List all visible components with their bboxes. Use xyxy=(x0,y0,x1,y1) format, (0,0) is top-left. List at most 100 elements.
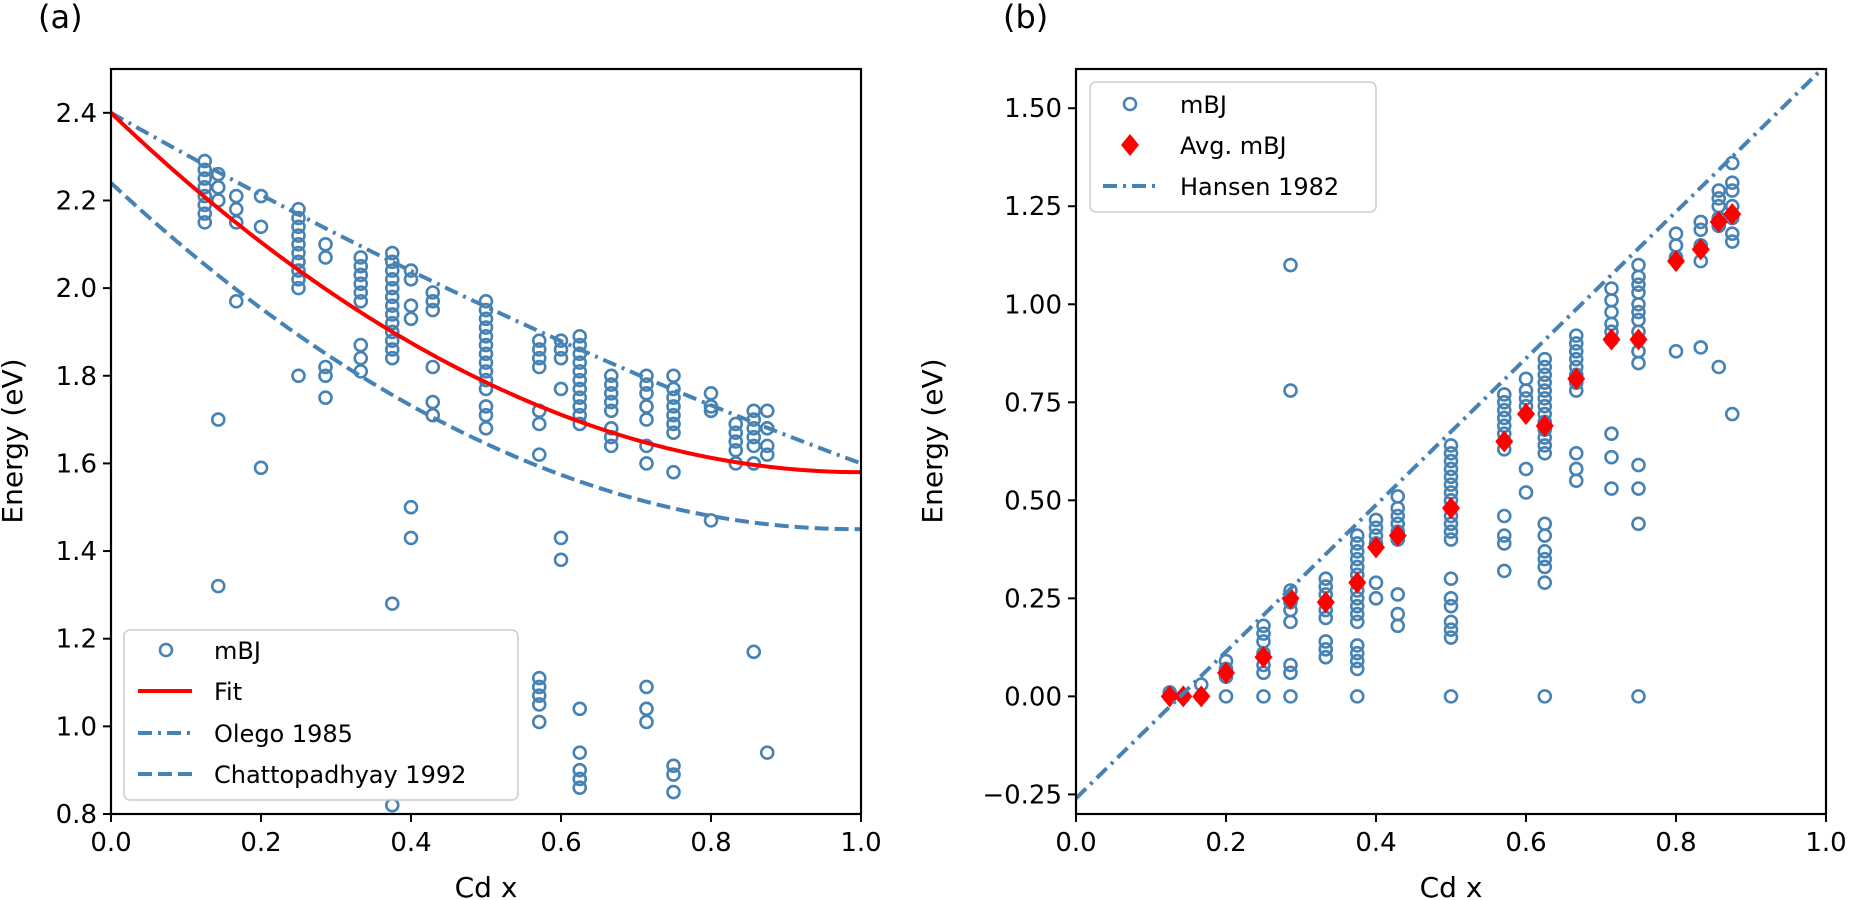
panel-a-mbj-point xyxy=(639,399,654,414)
panel-b-mbj-point xyxy=(1568,344,1584,359)
panel-a-y-tick-label: 1.6 xyxy=(56,449,97,479)
panel-b-mbj-point xyxy=(1349,653,1365,669)
panel-a-mbj-point xyxy=(746,403,762,419)
panel-a-mbj-point xyxy=(197,180,213,195)
panel-b-mbj-point xyxy=(1568,328,1584,343)
legend-label-mbj-b: mBJ xyxy=(1180,91,1227,119)
panel-b-mbj-point xyxy=(1256,634,1271,649)
panel-a-mbj-point xyxy=(531,447,547,462)
panel-a-mbj-point xyxy=(666,390,681,405)
panel-b-y-axis: −0.25 0.00 0.25 0.50 0.75 1.00 1.25 1.50 xyxy=(982,94,1076,810)
panel-b-mbj-point xyxy=(1631,296,1646,312)
panel-a-mbj-point xyxy=(746,429,762,445)
panel-a-mbj-point xyxy=(666,425,681,441)
panel-a-mbj-point xyxy=(384,254,400,270)
panel-a-y-tick-label: 2.4 xyxy=(56,99,97,129)
panel-a-mbj-point xyxy=(197,162,213,178)
panel-b-mbj-point xyxy=(1318,649,1334,665)
panel-b-mbj-point xyxy=(1443,532,1459,547)
panel-a-mbj-point xyxy=(666,407,681,423)
panel-b-mbj-point xyxy=(1537,689,1553,704)
panel-a-mbj-point xyxy=(639,679,654,695)
panel-a-mbj-point xyxy=(572,701,588,717)
panel-b-mbj-point xyxy=(1318,610,1334,626)
panel-b-mbj-point xyxy=(1631,277,1646,292)
panel-b-mbj-point xyxy=(1283,257,1298,273)
panel-a-mbj-point xyxy=(353,350,369,366)
panel-b-mbj-point xyxy=(1496,563,1512,579)
panel-b-mbj-point xyxy=(1349,551,1365,567)
legend-label-olego: Olego 1985 xyxy=(214,720,353,748)
panel-a-mbj-point xyxy=(291,219,306,235)
panel-a-mbj-point xyxy=(478,355,494,370)
panel-a-mbj-point xyxy=(478,337,494,353)
panel-b-mbj-point xyxy=(1256,618,1271,634)
panel-a-mbj-point xyxy=(384,272,400,287)
panel-a-mbj-point xyxy=(746,644,762,660)
panel-b-y-tick-label: −0.25 xyxy=(982,780,1062,810)
panel-a-mbj-point xyxy=(603,377,619,392)
panel-b-avg-mbj-point xyxy=(1691,238,1710,261)
panel-a-mbj-point xyxy=(666,784,681,800)
panel-a-mbj-point xyxy=(572,390,588,405)
panel-a-mbj-point xyxy=(318,390,333,405)
panel-b-avg-mbj-point xyxy=(1709,210,1728,233)
panel-b-mbj-point xyxy=(1724,406,1740,422)
panel-a-mbj-point xyxy=(639,714,654,730)
panel-a-y-tick-label: 0.8 xyxy=(56,800,97,830)
panel-b-mbj-point xyxy=(1631,355,1646,371)
panel-a-fit-curve xyxy=(111,111,861,475)
panel-a-mbj-point xyxy=(572,762,588,778)
panel-b-y-tick-label: 1.00 xyxy=(1004,290,1062,320)
panel-b-mbj-point xyxy=(1568,461,1584,477)
panel-a-mbj-point xyxy=(603,438,619,454)
panel-b-legend: mBJ Avg. mBJ Hansen 1982 xyxy=(1089,81,1377,213)
panel-b-mbj-point xyxy=(1349,536,1365,551)
panel-b-mbj-point xyxy=(1537,551,1553,567)
panel-a-x-tick-label: 0.8 xyxy=(690,828,731,858)
panel-a-mbj-point xyxy=(384,298,400,313)
panel-a-x-tick-label: 0.6 xyxy=(540,828,581,858)
panel-a-mbj-point xyxy=(531,670,547,686)
panel-b-mbj-point xyxy=(1256,626,1271,641)
panel-b-mbj-point xyxy=(1390,489,1406,504)
panel-b-mbj-point xyxy=(1368,575,1384,590)
panel-b-mbj-point xyxy=(1349,614,1365,630)
panel-b-y-tick-label: 0.75 xyxy=(1004,388,1062,418)
panel-a-mbj-point xyxy=(210,578,226,594)
panel-a-y-tick-label: 1.2 xyxy=(56,625,97,655)
panel-a-mbj-point xyxy=(478,329,494,344)
panel-a-mbj-point xyxy=(384,350,400,366)
panel-a-mbj-point xyxy=(353,285,369,300)
panel-a-y-axis: 0.8 1.0 1.2 1.4 1.6 1.8 2.0 2.2 2.4 xyxy=(56,99,111,830)
panel-a-y-tick-label: 2.0 xyxy=(56,274,97,304)
legend-marker-mbj-b xyxy=(1122,96,1138,112)
panel-b-mbj-point xyxy=(1537,559,1553,575)
panel-a-x-axis: 0.0 0.2 0.4 0.6 0.8 1.0 xyxy=(90,814,882,858)
panel-b-avg-mbj-point xyxy=(1348,571,1367,594)
panel-b-mbj-point xyxy=(1568,351,1584,367)
panel-b-y-tick-label: 1.25 xyxy=(1004,192,1062,222)
panel-b-mbj-point xyxy=(1568,336,1584,351)
panel-b-y-tick-label: 1.50 xyxy=(1004,94,1062,124)
panel-a-mbj-point xyxy=(746,421,762,436)
panel-a-mbj-point xyxy=(318,250,333,265)
panel-a-mbj-point xyxy=(291,228,306,243)
panel-b-mbj-point xyxy=(1668,344,1684,359)
panel-b-avg-mbj-point xyxy=(1602,328,1621,351)
panel-b-avg-mbj-point xyxy=(1192,685,1211,708)
panel-a-mbj-point xyxy=(531,697,547,712)
panel-b-mbj-point xyxy=(1604,449,1619,465)
panel-b-mbj-point xyxy=(1724,226,1740,241)
panel-a-mbj-point xyxy=(728,416,744,432)
panel-b-x-tick-label: 0.2 xyxy=(1205,828,1246,858)
panel-a-mbj-point xyxy=(291,272,306,287)
panel-a-mbj-point xyxy=(291,263,306,278)
panel-a-x-tick-label: 0.2 xyxy=(240,828,281,858)
panel-b-mbj-point xyxy=(1724,175,1740,191)
panel-a-mbj-point xyxy=(603,368,619,384)
panel-a-y-tick-label: 1.8 xyxy=(56,362,97,392)
panel-a-mbj-point xyxy=(478,399,494,414)
panel-b-x-tick-label: 0.8 xyxy=(1655,828,1696,858)
panel-b-mbj-point xyxy=(1496,402,1512,418)
